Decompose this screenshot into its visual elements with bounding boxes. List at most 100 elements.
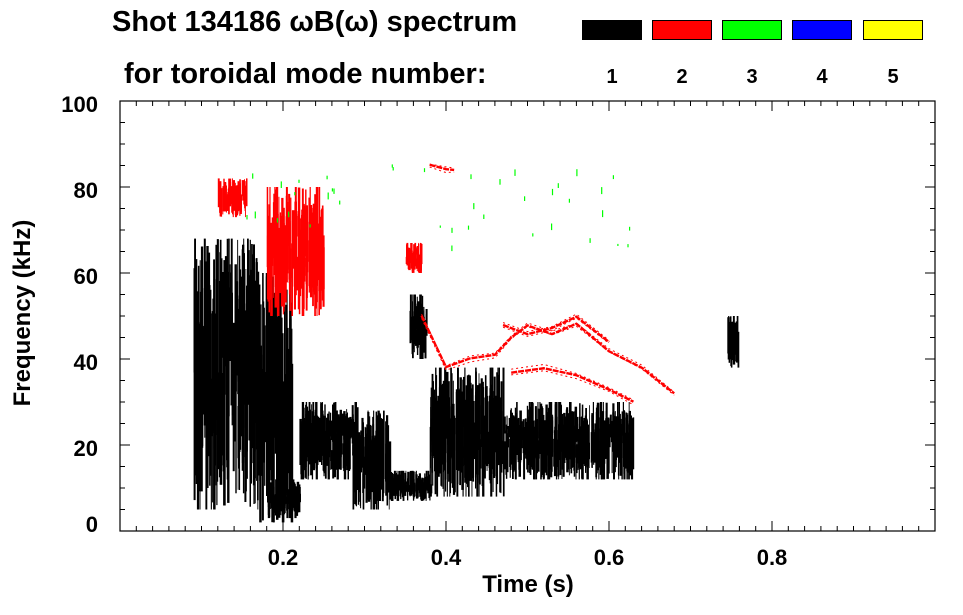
- spectral-streak: [579, 416, 581, 451]
- spectral-streak: [331, 188, 333, 192]
- spectral-streak: [626, 429, 628, 472]
- spectral-streak: [474, 422, 476, 460]
- spectral-streak: [575, 434, 577, 456]
- spectral-streak: [448, 437, 451, 462]
- spectral-streak: [262, 301, 265, 385]
- spectral-streak: [472, 401, 475, 482]
- spectral-streak: [222, 332, 224, 472]
- spectral-streak: [502, 367, 505, 442]
- spectral-streak: [222, 272, 225, 358]
- spectral-streak: [545, 414, 547, 430]
- spectral-streak: [330, 439, 332, 470]
- spectral-streak: [300, 218, 302, 277]
- spectral-streak: [627, 244, 629, 248]
- spectral-streak: [262, 354, 265, 402]
- spectral-streak: [462, 418, 464, 496]
- spectral-streak: [541, 429, 544, 473]
- spectral-streak: [467, 401, 469, 447]
- spectral-streak: [551, 188, 554, 196]
- spectral-streak: [261, 401, 263, 476]
- spectral-streak: [437, 395, 440, 477]
- spectral-streak: [581, 438, 583, 479]
- spectral-streak: [287, 503, 289, 510]
- spectral-streak: [326, 424, 328, 456]
- spectral-streak: [484, 397, 486, 435]
- spectral-streak: [536, 426, 538, 474]
- spectral-streak: [297, 187, 301, 263]
- series-n-1-early-broadband: [193, 238, 261, 510]
- spectral-streak: [578, 440, 581, 453]
- spectral-streak: [623, 437, 625, 474]
- spectral-streak: [308, 452, 311, 465]
- xtick-label-0.4: 0.4: [430, 545, 462, 570]
- spectral-streak: [286, 372, 289, 497]
- spectral-streak: [320, 402, 322, 455]
- spectral-streak: [472, 401, 475, 431]
- spectral-streak: [513, 417, 515, 444]
- spectral-streak: [411, 257, 414, 267]
- legend-swatch-mode-1: [582, 20, 642, 40]
- spectral-streak: [619, 428, 622, 476]
- spectral-streak: [412, 294, 414, 337]
- chirp-trace: [511, 367, 634, 403]
- spectral-streak: [385, 460, 387, 482]
- spectral-streak: [568, 198, 570, 203]
- spectral-streak: [264, 372, 267, 443]
- spectral-streak: [536, 429, 539, 447]
- spectral-streak: [352, 414, 354, 430]
- spectral-streak: [249, 357, 251, 429]
- spectral-streak: [542, 408, 544, 439]
- spectral-streak: [514, 424, 516, 455]
- spectral-streak: [227, 195, 229, 210]
- spectral-streak: [618, 430, 620, 480]
- spectral-streak: [467, 225, 470, 230]
- spectral-streak: [560, 405, 562, 441]
- spectral-streak: [445, 401, 447, 492]
- spectral-streak: [252, 300, 254, 408]
- spectral-streak: [537, 441, 540, 472]
- spectral-streak: [542, 429, 545, 480]
- spectral-streak: [245, 286, 248, 452]
- spectral-streak: [559, 420, 561, 457]
- spectral-streak: [548, 412, 550, 453]
- spectral-streak: [612, 412, 615, 447]
- series-n-1-second-band: [259, 273, 294, 523]
- series-n-1-low-band: [389, 470, 433, 501]
- spectral-streak: [419, 294, 422, 336]
- spectral-streak: [406, 257, 410, 266]
- spectral-streak: [338, 418, 340, 444]
- series-n-2-0-18-0-25-band: [266, 187, 325, 316]
- spectral-streak: [514, 407, 517, 436]
- legend-label-mode-1: 1: [606, 66, 618, 88]
- spectral-streak: [537, 402, 539, 451]
- spectral-streak: [380, 461, 383, 484]
- spectral-streak: [623, 410, 625, 434]
- legend-label-mode-4: 4: [816, 66, 828, 88]
- spectral-streak: [274, 303, 276, 376]
- spectral-streak: [229, 195, 231, 207]
- spectral-streak: [215, 327, 217, 486]
- spectral-streak: [288, 211, 290, 218]
- spectral-streak: [404, 482, 407, 496]
- spectral-streak: [367, 412, 370, 480]
- spectral-streak: [540, 430, 542, 480]
- spectral-streak: [332, 437, 335, 479]
- spectral-streak: [246, 215, 248, 220]
- spectral-streak: [611, 420, 613, 440]
- spectral-streak: [557, 183, 559, 188]
- spectral-streak: [625, 414, 629, 430]
- legend-swatch-mode-3: [722, 20, 782, 40]
- spectral-streak: [226, 296, 228, 415]
- spectral-streak: [495, 409, 498, 497]
- spectral-streak: [357, 451, 359, 505]
- spectral-streak: [232, 189, 235, 211]
- spectral-streak: [590, 432, 593, 463]
- spectral-streak: [283, 244, 286, 277]
- spectral-streak: [589, 238, 591, 243]
- spectral-streak: [320, 439, 322, 459]
- x-axis-label: Time (s): [482, 571, 574, 598]
- spectral-streak: [517, 418, 520, 438]
- spectral-streak: [423, 485, 426, 498]
- spectral-streak: [594, 423, 597, 459]
